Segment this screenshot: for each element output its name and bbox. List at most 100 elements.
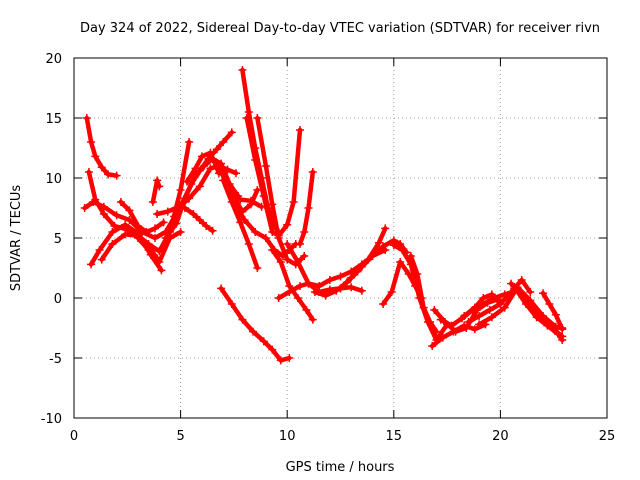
data-point: [236, 218, 245, 227]
data-point: [251, 156, 260, 164]
data-point: [310, 288, 319, 296]
data-point: [276, 258, 285, 266]
data-point: [185, 138, 194, 146]
data-point: [379, 300, 388, 308]
data-point: [521, 300, 530, 308]
x-axis-title: GPS time / hours: [286, 460, 395, 475]
data-point: [268, 228, 277, 236]
data-point: [532, 313, 541, 322]
data-point: [97, 255, 106, 264]
data-point: [293, 258, 302, 266]
data-point: [268, 200, 277, 209]
data-point: [551, 310, 560, 319]
data-point: [389, 241, 398, 250]
x-tick-label: 20: [492, 429, 509, 444]
data-point: [496, 300, 505, 308]
data-point: [142, 228, 151, 236]
data-point: [545, 300, 554, 308]
data-point: [283, 240, 292, 248]
data-point: [304, 279, 313, 288]
data-point: [308, 168, 317, 176]
data-point: [217, 284, 226, 293]
data-point: [268, 246, 277, 254]
x-tick-label: 5: [176, 429, 184, 444]
data-series-track-06: [118, 199, 166, 235]
data-point: [268, 345, 277, 354]
data-point: [108, 228, 117, 236]
data-point: [133, 234, 142, 242]
data-point: [500, 303, 509, 312]
x-tick-label: 15: [386, 429, 403, 444]
data-point: [217, 159, 226, 168]
data-point: [219, 138, 228, 146]
data-point: [133, 222, 142, 230]
data-point: [464, 318, 473, 326]
data-point: [485, 306, 494, 314]
data-point: [479, 294, 488, 302]
data-point: [347, 283, 356, 292]
data-point: [379, 242, 388, 251]
data-point: [170, 212, 179, 221]
data-point: [163, 207, 172, 216]
data-series-track-17: [231, 199, 298, 259]
x-tick-label: 25: [599, 429, 616, 444]
data-point: [381, 224, 390, 233]
data-point: [153, 176, 162, 185]
data-point: [178, 198, 187, 206]
data-point: [251, 228, 260, 236]
data-point: [180, 204, 189, 212]
data-point: [300, 252, 309, 260]
data-point: [112, 171, 121, 180]
data-point: [212, 145, 221, 154]
data-point: [526, 288, 535, 296]
data-point: [155, 182, 164, 191]
data-point: [374, 238, 383, 247]
data-point: [336, 272, 345, 281]
data-point: [157, 266, 166, 275]
data-point: [80, 204, 89, 212]
y-axis-title: SDTVAR / TECUs: [9, 185, 24, 292]
data-series-track-22: [297, 169, 316, 247]
data-point: [121, 230, 130, 239]
data-point: [97, 163, 106, 172]
data-point: [283, 220, 292, 229]
data-point: [195, 166, 204, 175]
data-point: [108, 240, 117, 248]
data-point: [539, 289, 548, 298]
data-point: [153, 210, 162, 218]
data-point: [87, 138, 96, 146]
data-point: [274, 294, 283, 302]
data-point: [242, 114, 251, 122]
data-point: [483, 298, 492, 307]
axis-ticks: 0 5 10 15 20 25 20 15 10 5 0 -5 -10: [41, 52, 616, 444]
data-point: [195, 182, 204, 191]
data-series-track-11: [171, 130, 235, 219]
data-point: [295, 240, 304, 248]
data-series-track-30: [408, 253, 439, 334]
data-point: [112, 211, 121, 220]
y-tick-label: 5: [54, 232, 62, 247]
data-series-track-05: [99, 139, 192, 262]
data-point: [357, 286, 366, 295]
data-point: [82, 114, 91, 122]
data-point: [274, 234, 283, 242]
data-point: [176, 186, 185, 194]
data-point: [84, 168, 93, 176]
data-point: [176, 228, 185, 236]
data-point: [321, 291, 330, 300]
data-series-track-08: [150, 178, 162, 205]
data-point: [553, 330, 562, 338]
data-point: [148, 198, 157, 206]
data-point: [121, 220, 130, 229]
data-point: [438, 333, 447, 342]
y-tick-label: 20: [45, 52, 62, 67]
data-point: [238, 315, 247, 324]
data-point: [368, 252, 377, 260]
chart-title: Day 324 of 2022, Sidereal Day-to-day VTE…: [80, 21, 600, 36]
data-point: [189, 210, 198, 218]
data-point: [202, 222, 211, 230]
data-point: [347, 273, 356, 282]
data-point: [151, 234, 160, 242]
data-point: [511, 284, 520, 293]
